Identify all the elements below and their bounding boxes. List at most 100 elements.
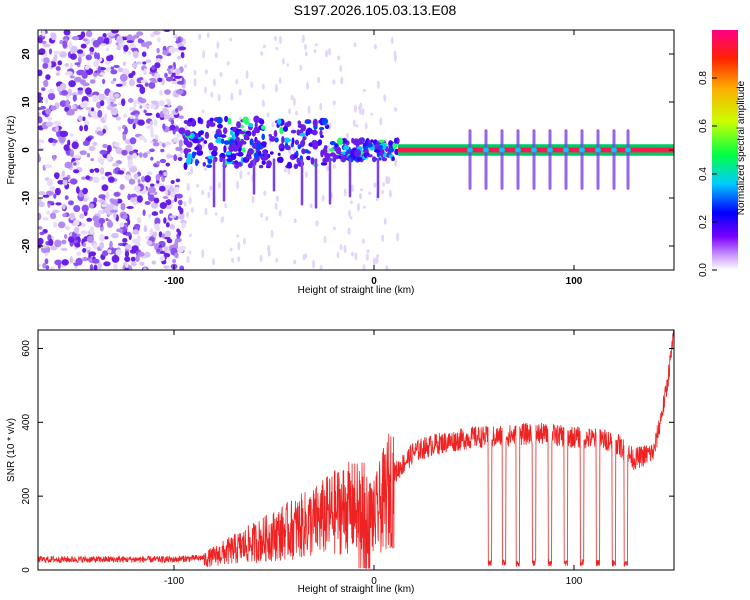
signal-blob [215, 128, 222, 135]
noise-blob [202, 50, 206, 59]
noise-blob [116, 228, 124, 233]
signal-blob [186, 157, 192, 165]
noise-blob [358, 105, 361, 110]
noise-blob [50, 32, 57, 41]
noise-blob [275, 46, 279, 51]
noise-blob [111, 232, 119, 239]
noise-blob [107, 98, 111, 106]
noise-blob [79, 150, 87, 156]
noise-blob [60, 83, 65, 89]
noise-blob [99, 72, 105, 76]
signal-blob [183, 162, 188, 171]
noise-blob [60, 247, 68, 251]
noise-blob [77, 87, 84, 91]
signal-blob [356, 156, 362, 162]
noise-blob [62, 177, 69, 181]
noise-blob [193, 78, 197, 87]
dropout-blob [579, 147, 585, 153]
noise-blob [390, 37, 394, 45]
noise-blob [176, 228, 180, 233]
noise-blob [186, 183, 190, 192]
noise-blob [38, 95, 44, 102]
signal-blob [211, 150, 218, 157]
noise-blob [57, 60, 63, 66]
noise-blob [290, 94, 294, 101]
noise-blob [217, 181, 221, 189]
noise-blob [69, 53, 77, 60]
dropout-blob [499, 147, 505, 153]
noise-blob [38, 201, 45, 208]
dropout-blob [531, 147, 537, 153]
signal-blob [236, 121, 241, 129]
noise-blob [149, 148, 155, 153]
noise-blob [299, 64, 303, 71]
noise-blob [381, 234, 385, 242]
noise-blob [179, 265, 185, 270]
noise-blob [143, 104, 150, 108]
noise-blob [309, 203, 313, 209]
noise-blob [237, 256, 241, 263]
noise-blob [150, 156, 154, 161]
x-tick-label: 100 [566, 276, 583, 287]
y-tick-label: 400 [21, 414, 32, 431]
noise-blob [159, 202, 168, 209]
noise-blob [94, 169, 100, 173]
signal-blob [363, 145, 369, 150]
y-tick-label: 600 [21, 340, 32, 357]
noise-blob [86, 152, 91, 158]
noise-blob [176, 105, 183, 111]
noise-blob [177, 246, 184, 253]
colorbar-tick-label: 0.6 [698, 119, 709, 133]
signal-blob [263, 153, 269, 161]
noise-blob [214, 212, 218, 216]
noise-blob [212, 258, 216, 266]
noise-blob [45, 121, 54, 127]
noise-blob [144, 82, 149, 87]
noise-blob [188, 196, 192, 205]
noise-blob [136, 84, 144, 88]
colorbar-tick-label: 0.8 [698, 71, 709, 85]
signal-blob [291, 137, 295, 145]
noise-blob [333, 226, 336, 231]
signal-blob [296, 157, 301, 164]
snr-series-line [38, 330, 674, 569]
noise-blob [53, 172, 60, 179]
noise-blob [45, 98, 49, 105]
noise-blob [127, 50, 131, 55]
noise-blob [154, 217, 161, 225]
noise-blob [186, 255, 190, 264]
noise-blob [59, 100, 68, 107]
noise-blob [153, 197, 160, 204]
noise-blob [162, 123, 166, 130]
noise-blob [287, 168, 291, 175]
noise-blob [90, 107, 95, 112]
noise-blob [130, 111, 137, 116]
noise-blob [177, 157, 183, 161]
noise-blob [157, 77, 163, 83]
noise-blob [274, 202, 278, 210]
dropout-blob [483, 147, 489, 153]
noise-blob [343, 244, 347, 254]
noise-blob [107, 219, 112, 226]
noise-blob [90, 158, 94, 162]
noise-blob [176, 133, 182, 137]
signal-blob [352, 138, 360, 146]
noise-blob [368, 191, 372, 195]
noise-blob [164, 72, 168, 78]
noise-blob [162, 107, 168, 115]
signal-blob [329, 148, 335, 152]
noise-blob [82, 242, 86, 248]
noise-blob [111, 254, 120, 263]
noise-blob [106, 153, 112, 161]
noise-blob [154, 62, 161, 69]
noise-blob [307, 105, 311, 114]
noise-blob [128, 178, 136, 185]
signal-blob [192, 138, 199, 144]
noise-blob [138, 135, 145, 141]
dropout-blob [547, 147, 553, 153]
spectrogram-ylabel: Frequency (Hz) [6, 116, 17, 185]
noise-blob [210, 91, 214, 98]
noise-blob [55, 72, 61, 76]
noise-blob [38, 69, 43, 77]
colorbar-gradient [712, 30, 738, 270]
